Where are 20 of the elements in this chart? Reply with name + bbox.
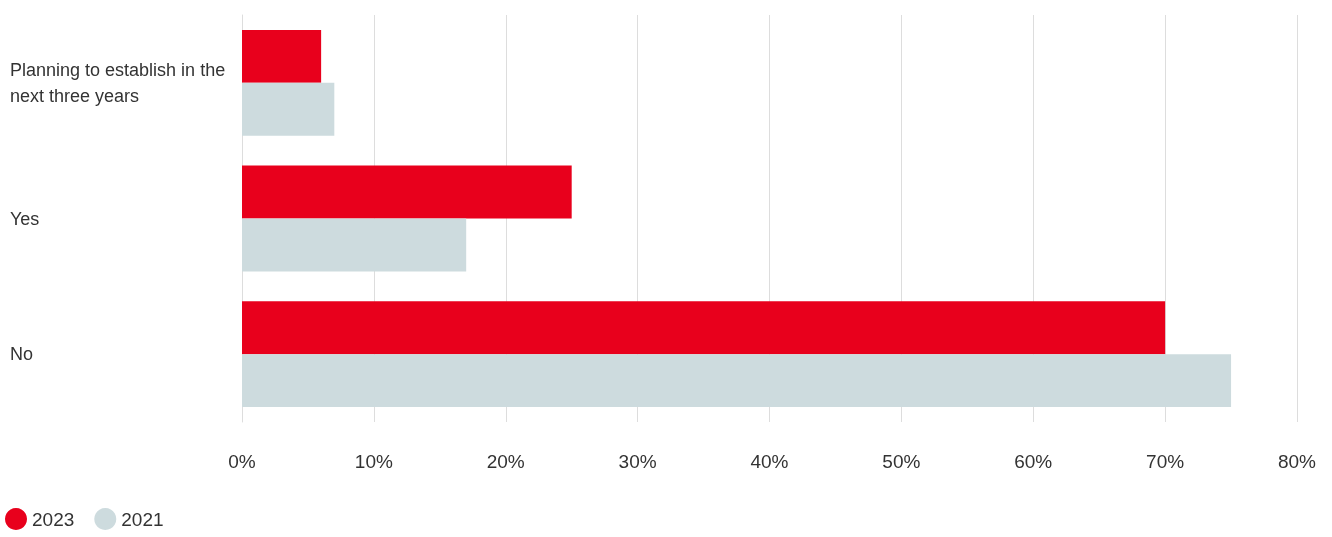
x-tick-label: 20%	[486, 451, 525, 472]
y-tick-label: Yes	[10, 208, 40, 229]
bar	[242, 301, 1166, 355]
bar	[242, 165, 572, 219]
y-tick-label: No	[10, 344, 34, 365]
x-tick-label: 80%	[1277, 451, 1317, 472]
x-tick-label: 50%	[882, 451, 921, 472]
bar	[242, 218, 467, 272]
bar	[242, 82, 335, 136]
bar	[242, 354, 1232, 408]
x-tick-label: 40%	[750, 451, 789, 472]
y-tick-label: Planning to establish in the next three years	[10, 59, 231, 106]
x-tick-label: 60%	[1014, 451, 1053, 472]
x-tick-label: 70%	[1146, 451, 1185, 472]
x-tick-label: 0%	[228, 451, 256, 472]
legend-label: 2021	[121, 508, 164, 530]
x-tick-label: 10%	[354, 451, 393, 472]
legend-label: 2023	[32, 508, 75, 530]
bar	[242, 29, 322, 83]
x-tick-label: 30%	[618, 451, 657, 472]
